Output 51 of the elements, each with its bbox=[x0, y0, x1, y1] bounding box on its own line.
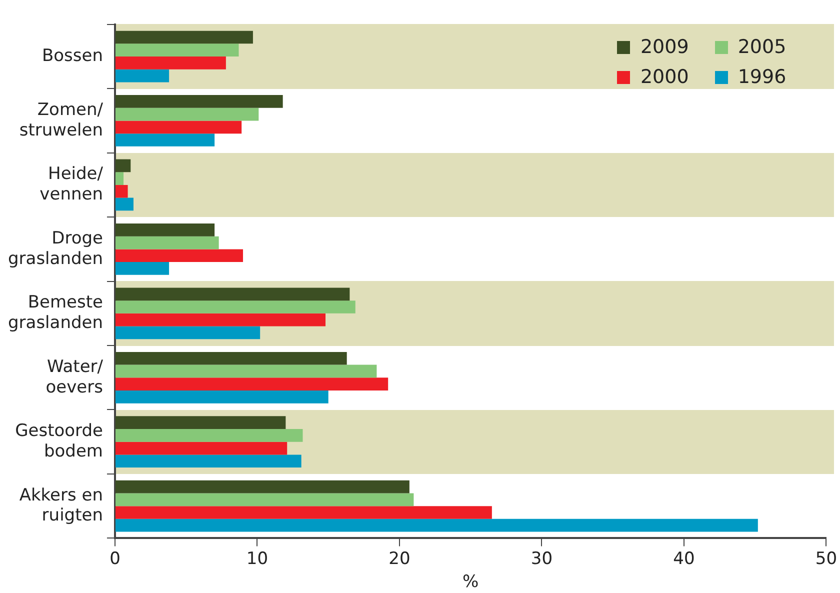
legend-label: 1996 bbox=[738, 66, 786, 88]
bar bbox=[115, 159, 131, 172]
bar bbox=[115, 236, 219, 250]
bar bbox=[115, 493, 414, 506]
y-tick-label: Droge graslanden bbox=[8, 228, 103, 269]
x-tick-label: 30 bbox=[530, 548, 553, 569]
bar bbox=[115, 454, 302, 468]
bar bbox=[115, 198, 134, 211]
bar bbox=[115, 326, 260, 340]
x-tick-label: 10 bbox=[246, 548, 268, 569]
bar bbox=[115, 134, 215, 146]
bar bbox=[115, 313, 326, 326]
x-tick-label: 40 bbox=[673, 548, 695, 569]
legend-label: 2000 bbox=[640, 66, 689, 88]
y-tick-label: Water/ oevers bbox=[46, 356, 104, 398]
bar bbox=[115, 95, 283, 108]
bar bbox=[115, 224, 215, 236]
bar bbox=[115, 506, 492, 519]
bar bbox=[115, 416, 286, 430]
y-tick-label: Gestoorde bodem bbox=[15, 421, 103, 462]
legend-label: 2005 bbox=[738, 36, 786, 58]
bar bbox=[115, 56, 226, 70]
bar bbox=[115, 480, 410, 494]
bar bbox=[115, 390, 328, 404]
bar bbox=[115, 442, 288, 455]
bar bbox=[115, 69, 170, 82]
bar bbox=[115, 30, 253, 44]
bar bbox=[115, 249, 244, 262]
legend-label: 2009 bbox=[640, 36, 689, 58]
bar bbox=[115, 300, 356, 314]
bar bbox=[115, 429, 303, 442]
bar bbox=[115, 108, 259, 121]
x-tick-label: 20 bbox=[388, 548, 410, 569]
x-tick-label: 50 bbox=[815, 548, 838, 569]
bar bbox=[115, 352, 347, 365]
y-tick-label: Bemeste graslanden bbox=[8, 292, 103, 334]
bar bbox=[115, 378, 388, 390]
bar bbox=[115, 262, 170, 275]
x-tick-label: 0 bbox=[110, 548, 120, 569]
bar bbox=[115, 172, 124, 185]
y-tick-label: Zomen/ struwelen bbox=[19, 100, 104, 140]
bar bbox=[115, 518, 758, 532]
bar bbox=[115, 44, 239, 57]
bar bbox=[115, 288, 350, 301]
x-axis-title: % bbox=[462, 572, 479, 592]
bar bbox=[115, 120, 242, 134]
y-tick-label: Bossen bbox=[42, 46, 103, 66]
bar bbox=[115, 364, 377, 378]
y-tick-label: Akkers en ruigten bbox=[19, 485, 103, 526]
bar bbox=[115, 184, 128, 198]
y-tick-label: Heide/ vennen bbox=[40, 164, 104, 205]
